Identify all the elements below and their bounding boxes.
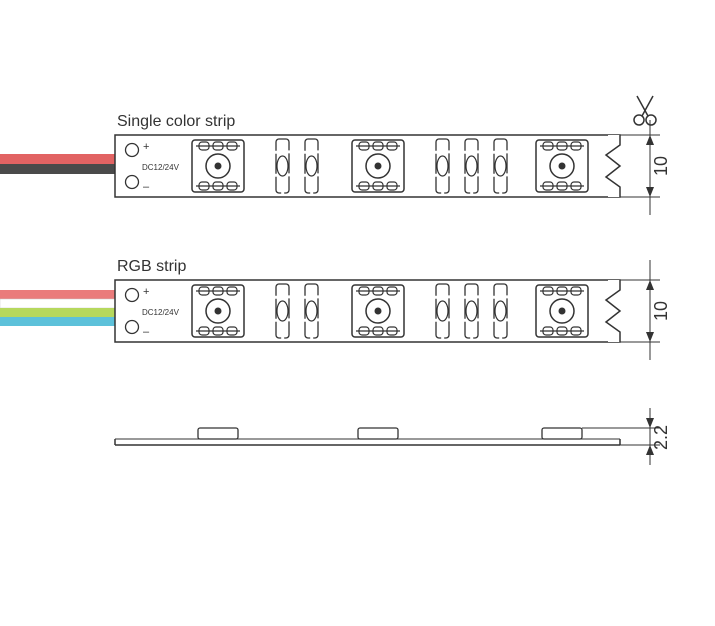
strip-outline-1 xyxy=(115,135,620,197)
side-profile-group xyxy=(115,428,620,445)
dim-value-3: 2.2 xyxy=(651,425,671,450)
single-color-title: Single color strip xyxy=(117,113,235,130)
voltage-label-1: DC12/24V xyxy=(142,163,180,172)
rgb-title: RGB strip xyxy=(117,258,186,275)
strip-outline-2 xyxy=(115,280,620,342)
single-color-wires xyxy=(0,154,115,174)
minus-label-2: – xyxy=(143,326,150,338)
dim-value-2: 10 xyxy=(651,301,671,321)
single-color-strip-group: Single color strip + – DC12/24V xyxy=(0,113,622,197)
plus-label-1: + xyxy=(143,141,149,153)
voltage-label-2: DC12/24V xyxy=(142,308,180,317)
dimension-2: 10 xyxy=(620,260,671,360)
side-bump-1 xyxy=(198,428,238,439)
rgb-strip-group: RGB strip + – DC12/24V xyxy=(0,258,622,342)
side-bump-2 xyxy=(358,428,398,439)
dim-value-1: 10 xyxy=(651,156,671,176)
side-bump-3 xyxy=(542,428,582,439)
dimension-1: 10 xyxy=(620,120,671,215)
plus-label-2: + xyxy=(143,286,149,298)
minus-label-1: – xyxy=(143,181,150,193)
led-strip-diagram: Single color strip + – DC12/24V RGB stri… xyxy=(0,0,715,626)
dimension-3: 2.2 xyxy=(582,408,671,465)
rgb-wires xyxy=(0,290,115,326)
diagram-svg: Single color strip + – DC12/24V RGB stri… xyxy=(0,0,715,626)
scissors-icon xyxy=(634,96,656,125)
